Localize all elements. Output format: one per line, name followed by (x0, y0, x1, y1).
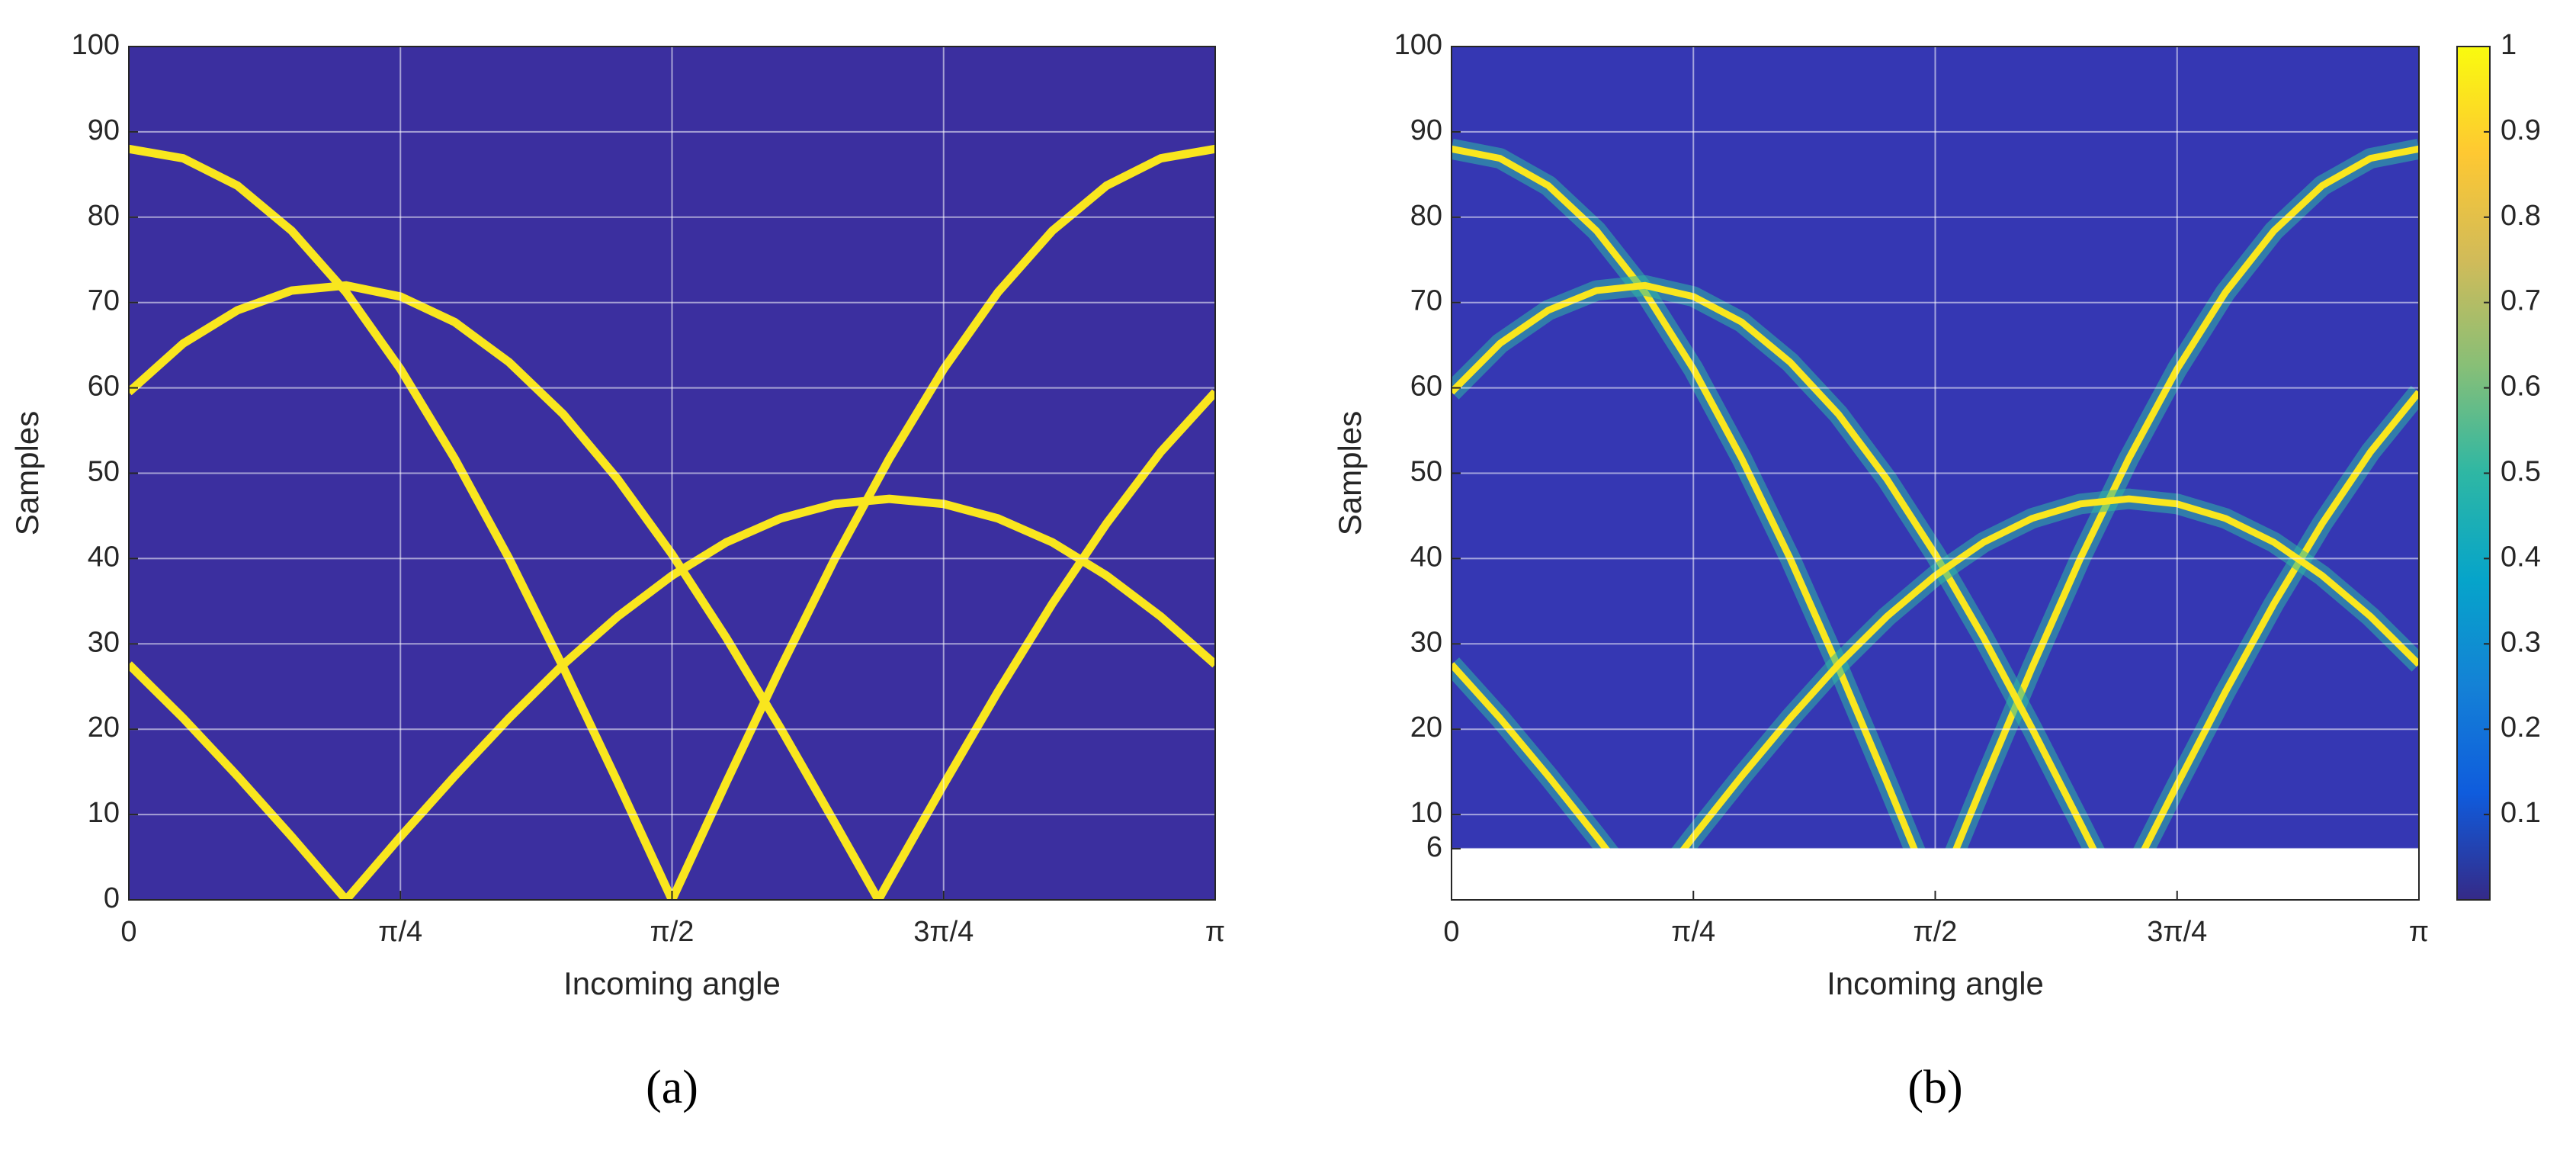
y-axis-label: Samples (1332, 411, 1368, 535)
curve (129, 144, 1215, 900)
y-tick-label: 30 (1410, 626, 1442, 658)
colorbar-tick-label: 0.6 (2501, 371, 2541, 403)
y-axis-label: Samples (9, 411, 45, 535)
y-tick-label: 10 (88, 797, 120, 829)
x-tick-label: π/4 (378, 916, 422, 948)
y-tick-label: 100 (1394, 29, 1442, 61)
y-tick-label: 80 (88, 200, 120, 232)
colorbar-tick-label: 0.5 (2501, 456, 2541, 488)
y-tick-label: 40 (88, 541, 120, 573)
x-axis-label: Incoming angle (563, 965, 781, 1001)
y-tick-label: 80 (1410, 200, 1442, 232)
x-tick-label: 0 (1443, 916, 1459, 948)
x-axis-label: Incoming angle (1827, 965, 2044, 1001)
axes-frame (1451, 46, 2420, 901)
colorbar-tick-label: 0.3 (2501, 626, 2541, 658)
colorbar-tick-label: 0.1 (2501, 797, 2541, 829)
y-tick-label: 40 (1410, 541, 1442, 573)
panel-label: (b) (1907, 1062, 1962, 1113)
y-tick-label: 70 (1410, 285, 1442, 317)
curve (129, 281, 1215, 900)
x-tick-label: π/4 (1671, 916, 1715, 948)
x-tick-label: 3π/4 (913, 916, 974, 948)
y-tick-label: 100 (72, 29, 120, 61)
colorbar-tick-label: 0.9 (2501, 114, 2541, 146)
colorbar-tick-label: 0.2 (2501, 712, 2541, 744)
x-tick-label: π/2 (650, 916, 695, 948)
panel: 0 π/4 π/2 3π/4 π 0 10 20 30 40 50 60 70 80 90 100 Incomi… (9, 29, 1225, 1113)
x-tick-label: 0 (120, 916, 136, 948)
y-tick-label: 50 (88, 456, 120, 488)
y-tick-label: 10 (1410, 797, 1442, 829)
x-tick-label: π/2 (1914, 916, 1958, 948)
y-tick-label: 60 (88, 371, 120, 403)
y-tick-label: 50 (1410, 456, 1442, 488)
colorbar-tick-label: 1 (2501, 29, 2517, 61)
y-tick-label: 20 (1410, 712, 1442, 744)
x-tick-label: 3π/4 (2147, 916, 2207, 948)
y-tick-label: 30 (88, 626, 120, 658)
y-tick-label: 90 (1410, 114, 1442, 146)
y-tick-label: 0 (104, 882, 120, 914)
y-tick-label: 60 (1410, 371, 1442, 403)
axes-frame (128, 46, 1216, 901)
y-tick-label: 6 (1426, 831, 1442, 863)
colorbar-tick-label: 0.8 (2501, 200, 2541, 232)
panel: 0 π/4 π/2 3π/4 π 610 20 30 40 50 60 70 80 90 100 Incomi… (1332, 29, 2541, 1113)
panel-label: (a) (646, 1062, 698, 1113)
colorbar-tick-label: 0.7 (2501, 285, 2541, 317)
x-tick-label: π (1205, 916, 1225, 948)
curve (1452, 281, 2419, 900)
curve (1452, 145, 2419, 900)
y-tick-label: 90 (88, 114, 120, 146)
y-tick-label: 20 (88, 712, 120, 744)
colorbar-tick-label: 0.4 (2501, 541, 2541, 573)
x-tick-label: π (2409, 916, 2429, 948)
y-tick-label: 70 (88, 285, 120, 317)
